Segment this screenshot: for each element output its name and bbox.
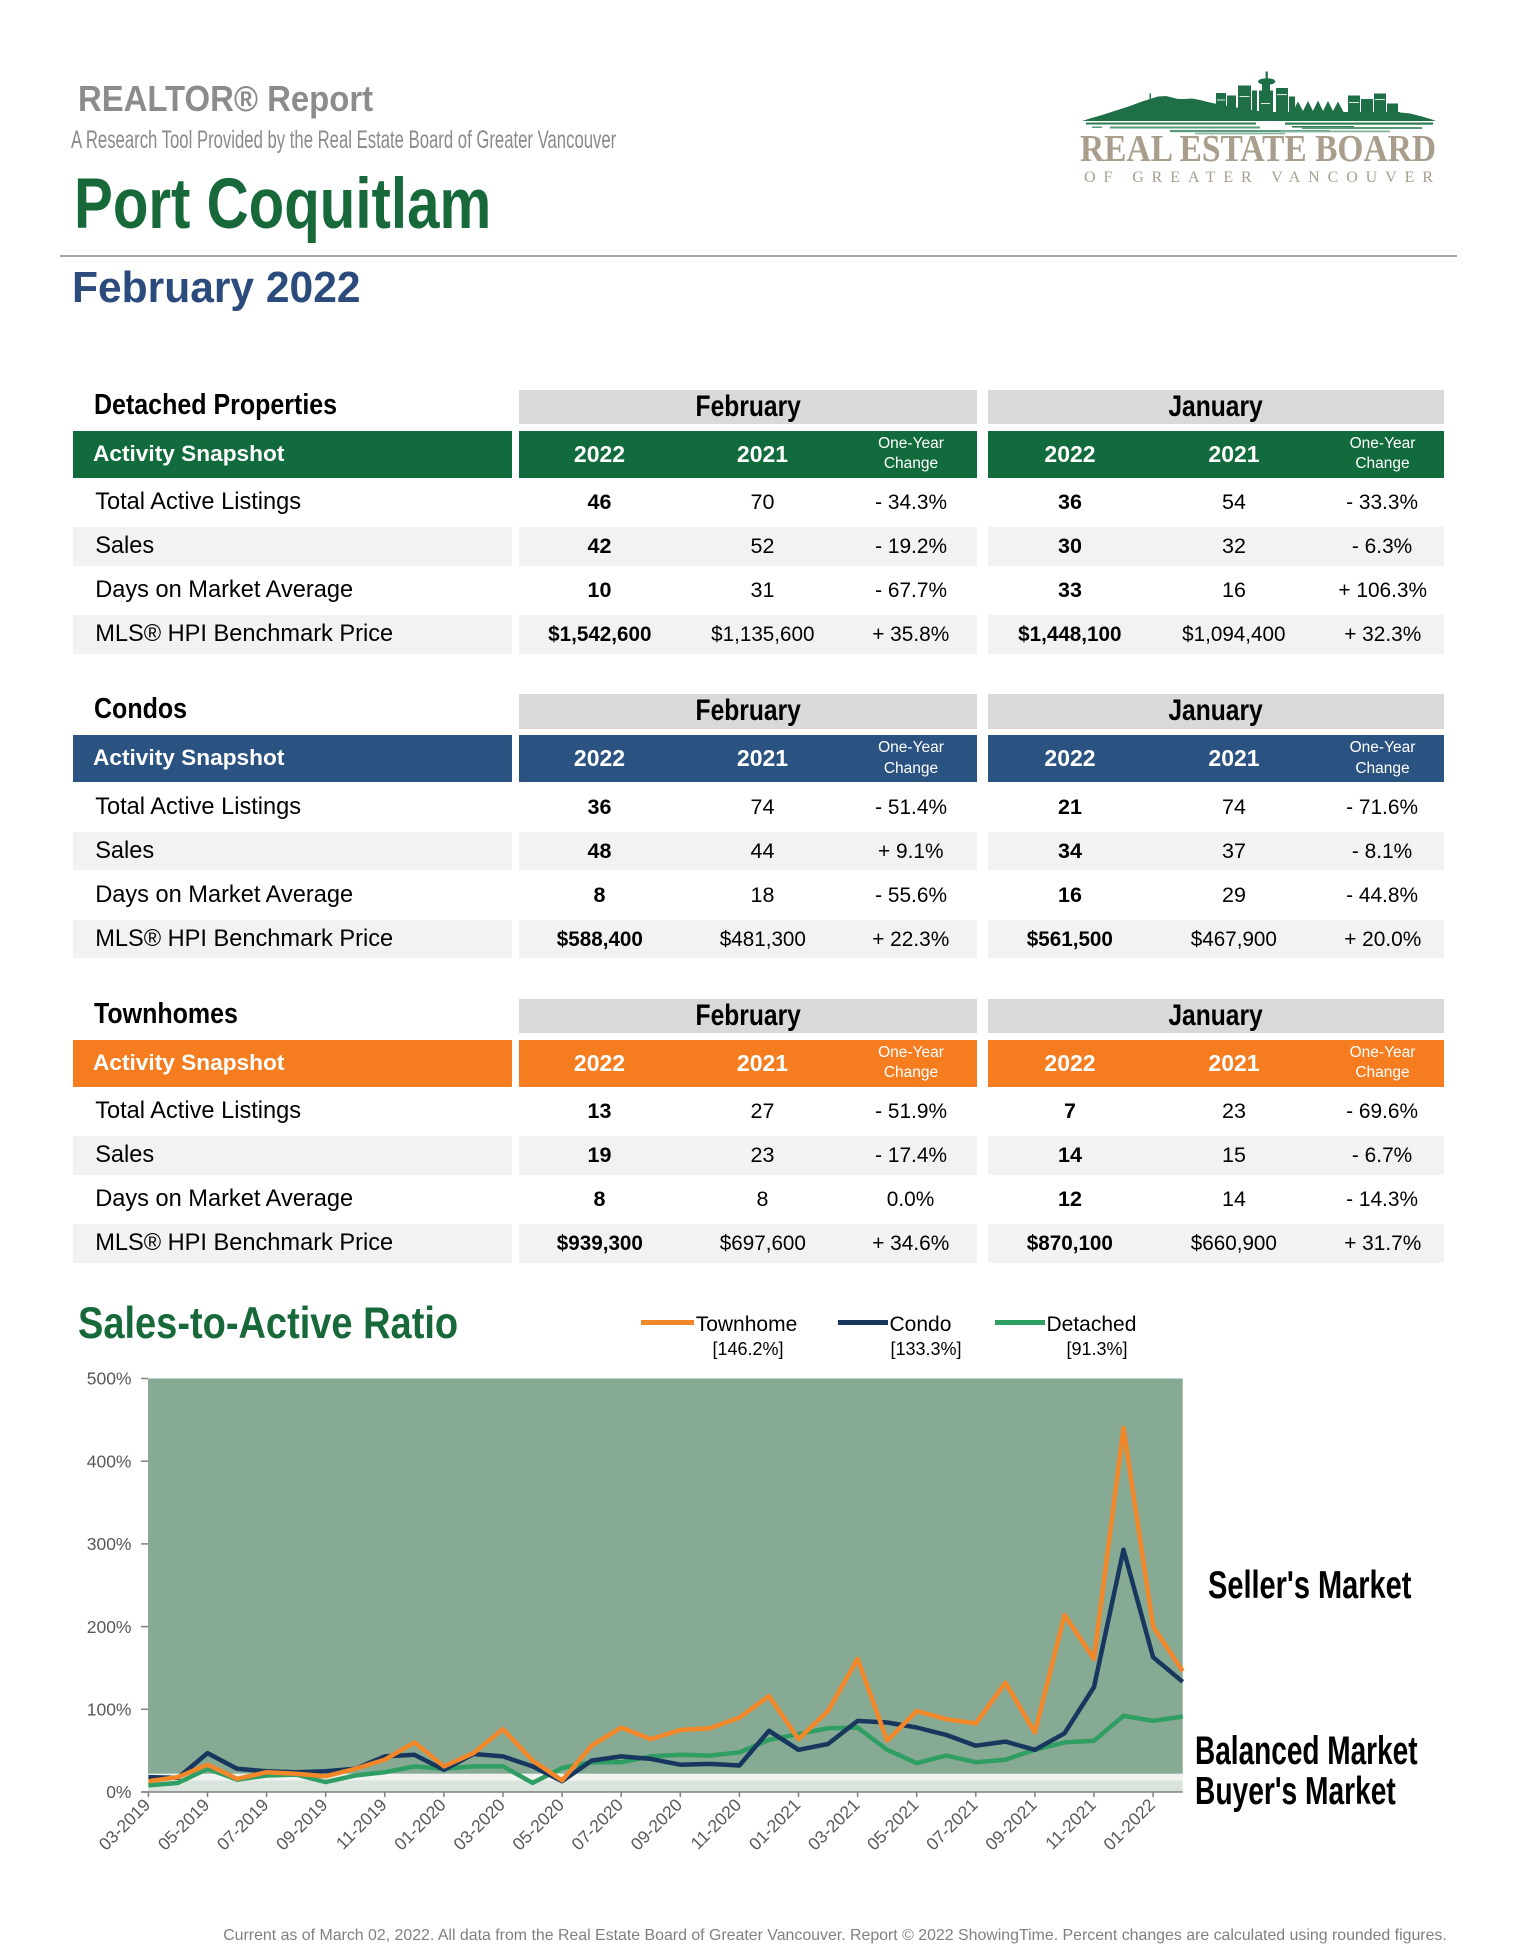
svg-text:09-2019: 09-2019 — [272, 1795, 332, 1855]
svg-text:01-2021: 01-2021 — [745, 1795, 805, 1855]
svg-text:05-2020: 05-2020 — [508, 1795, 568, 1855]
svg-text:OF GREATER VANCOUVER: OF GREATER VANCOUVER — [1084, 169, 1433, 186]
svg-text:REAL ESTATE BOARD: REAL ESTATE BOARD — [1080, 128, 1436, 170]
svg-text:01-2020: 01-2020 — [390, 1795, 450, 1855]
svg-text:03-2021: 03-2021 — [804, 1795, 864, 1855]
svg-text:11-2021: 11-2021 — [1041, 1795, 1100, 1854]
svg-text:03-2019: 03-2019 — [95, 1795, 155, 1855]
svg-text:07-2019: 07-2019 — [213, 1795, 273, 1855]
svg-text:0%: 0% — [106, 1782, 131, 1802]
svg-text:09-2020: 09-2020 — [627, 1795, 687, 1855]
svg-text:07-2021: 07-2021 — [922, 1795, 982, 1855]
svg-text:05-2019: 05-2019 — [154, 1795, 214, 1855]
svg-text:300%: 300% — [87, 1534, 132, 1554]
svg-text:11-2019: 11-2019 — [332, 1795, 391, 1854]
svg-text:100%: 100% — [87, 1700, 132, 1720]
svg-text:05-2021: 05-2021 — [863, 1795, 923, 1855]
svg-text:400%: 400% — [87, 1451, 132, 1471]
svg-text:03-2020: 03-2020 — [449, 1795, 509, 1855]
svg-text:07-2020: 07-2020 — [567, 1795, 627, 1855]
svg-text:500%: 500% — [87, 1369, 132, 1389]
svg-text:01-2022: 01-2022 — [1099, 1795, 1159, 1855]
svg-text:200%: 200% — [87, 1617, 132, 1637]
svg-text:11-2020: 11-2020 — [687, 1795, 746, 1854]
svg-text:09-2021: 09-2021 — [981, 1795, 1041, 1855]
